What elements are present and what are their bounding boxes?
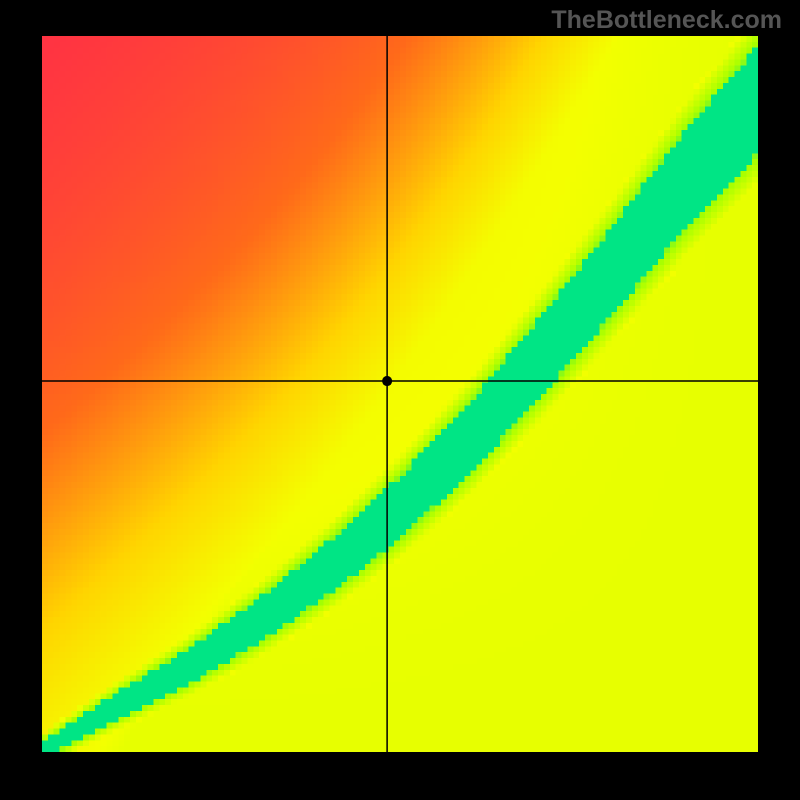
bottleneck-chart-container: { "watermark": { "text": "TheBottleneck.…	[0, 0, 800, 800]
watermark-text: TheBottleneck.com	[551, 6, 782, 35]
crosshair-overlay	[42, 36, 758, 752]
